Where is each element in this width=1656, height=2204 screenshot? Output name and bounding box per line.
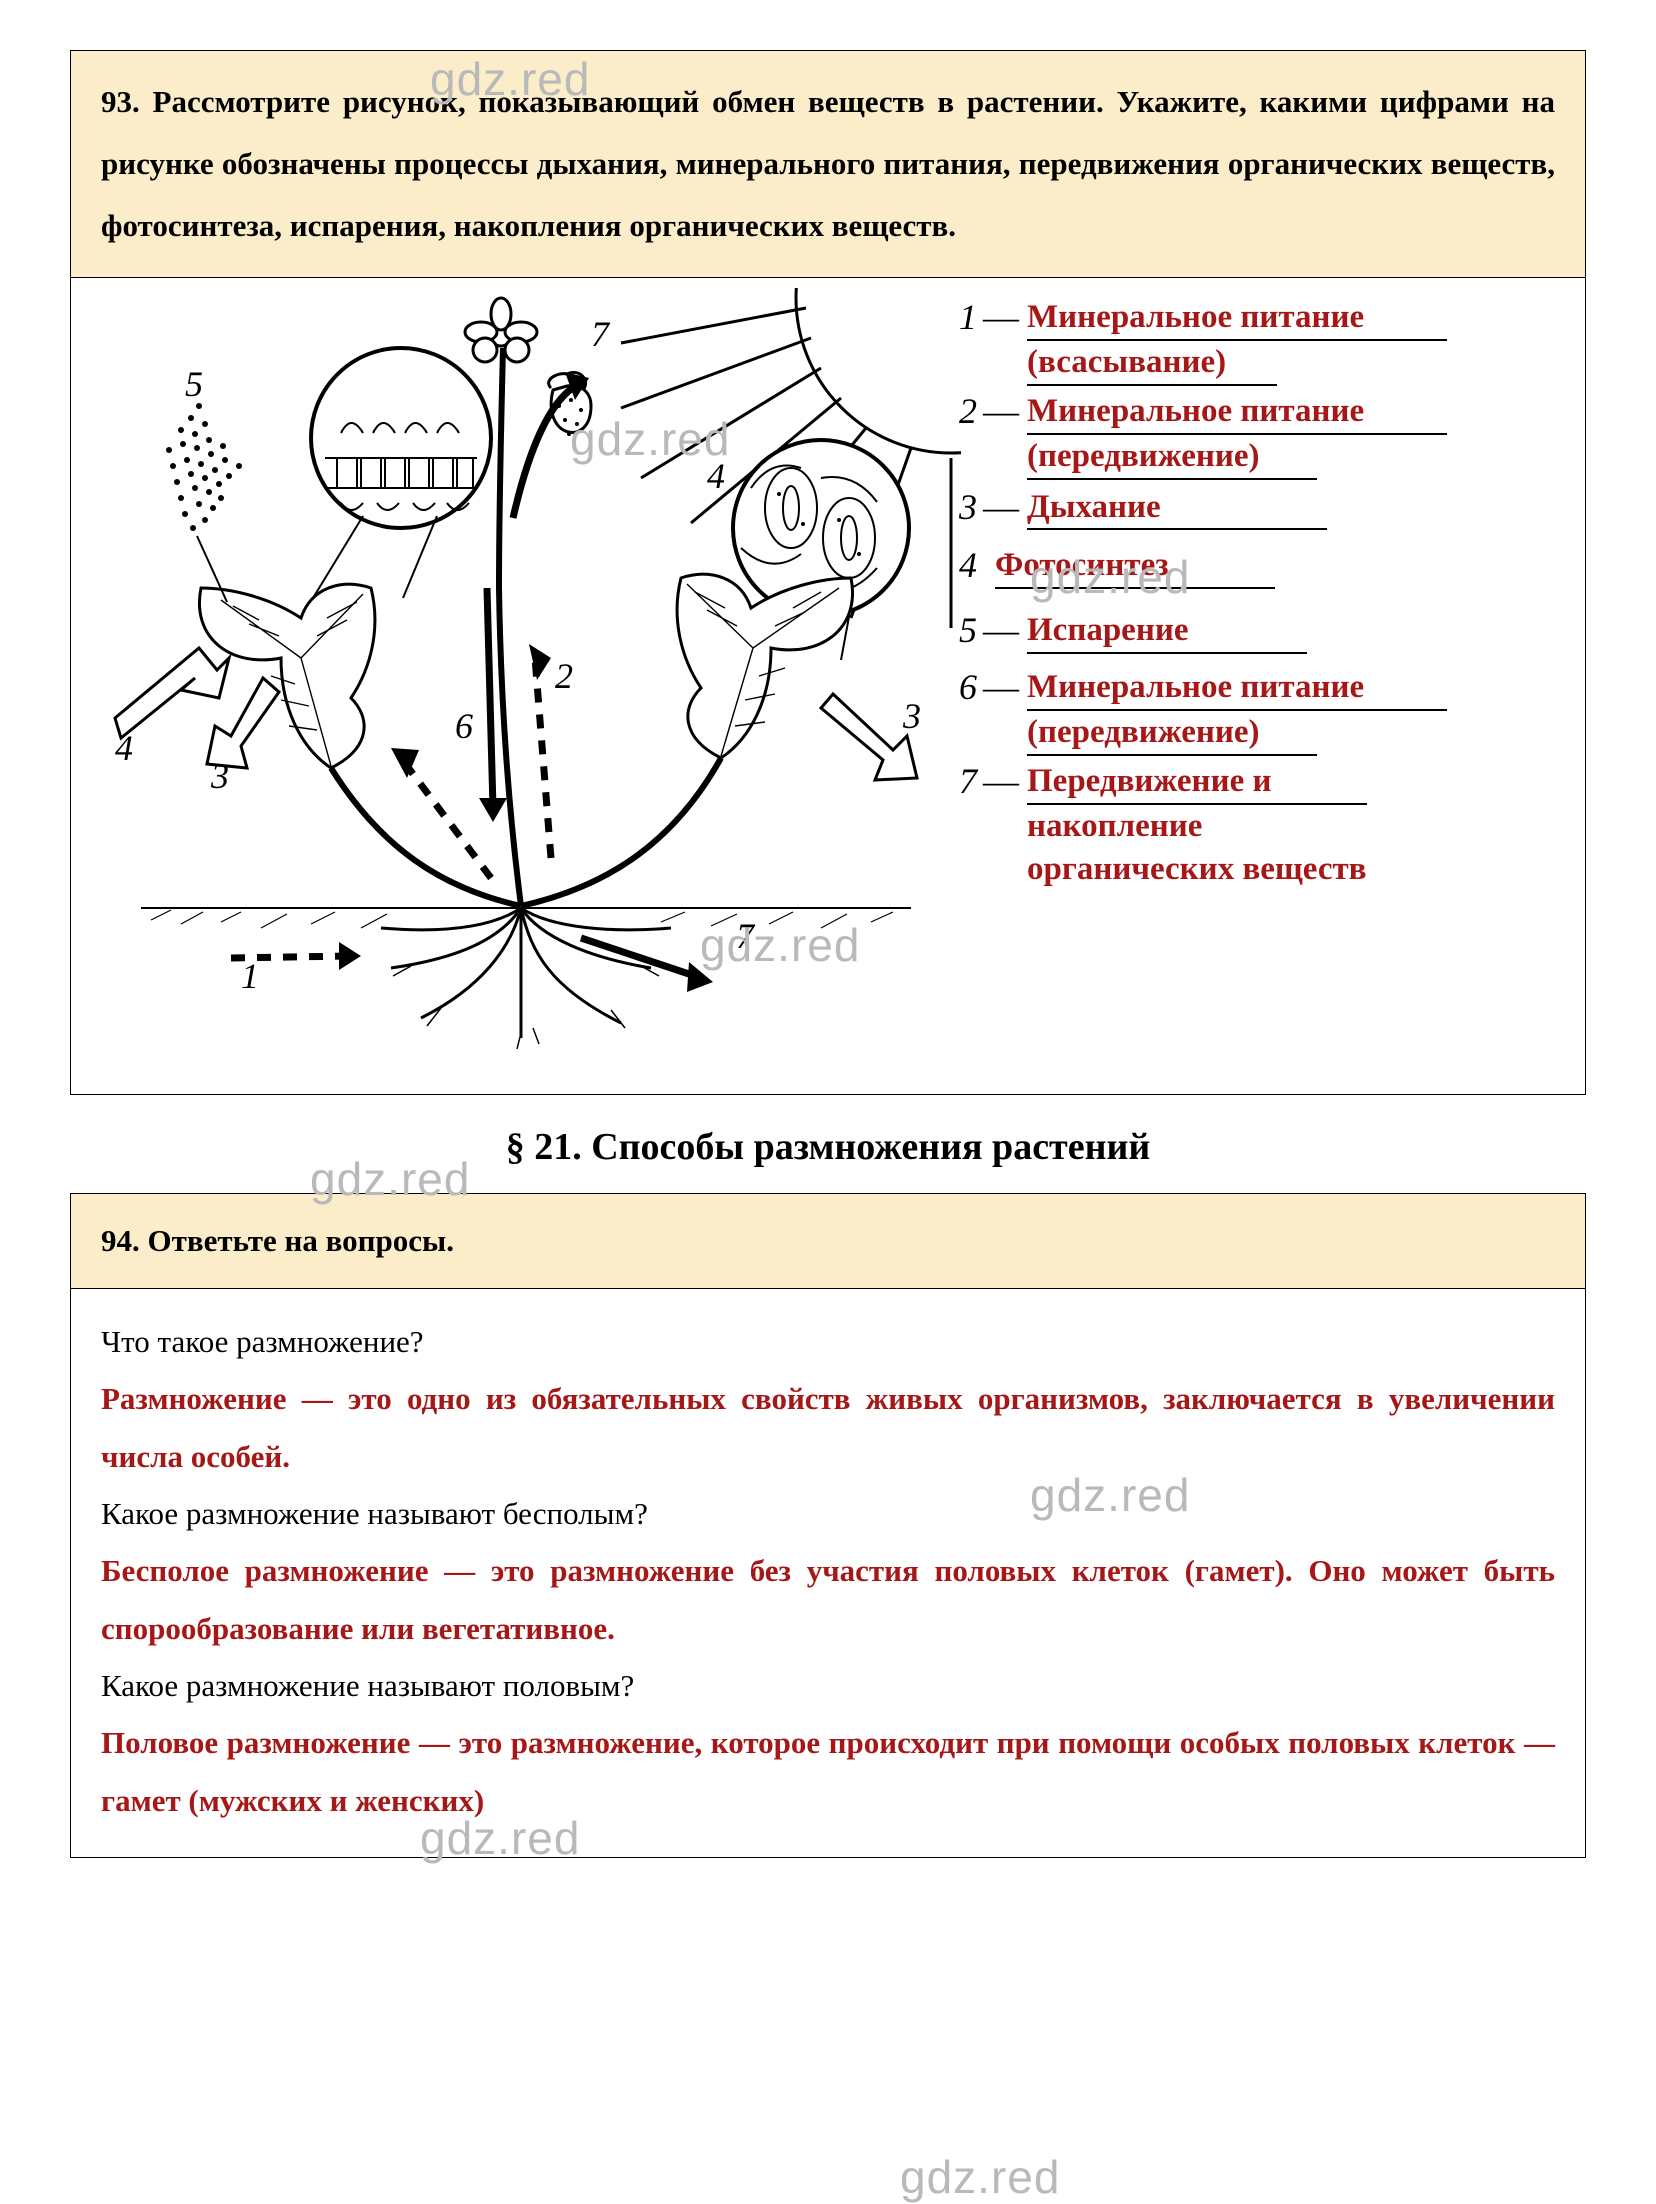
plant-diagram-svg: 5 4 3 2 6 7 7 1 4 3 <box>81 288 961 1058</box>
label-text: Минеральное питание <box>1027 296 1447 341</box>
fig-num-5: 5 <box>185 364 203 404</box>
label-text: Минеральное питание <box>1027 666 1447 711</box>
fig-num-7b: 7 <box>736 916 756 956</box>
label-text: (передвижение) <box>1027 711 1317 756</box>
label-num: 3 <box>959 486 977 528</box>
label-row-4: 4 Фотосинтез <box>959 544 1579 589</box>
diagram-label-list: 1 — Минеральное питание (всасывание) 2 —… <box>959 296 1579 895</box>
task-94-box: 94. Ответьте на вопросы. Что такое размн… <box>70 1193 1586 1858</box>
fig-num-3b: 3 <box>902 696 921 736</box>
section-21-title: § 21. Способы размножения растений <box>0 1125 1656 1169</box>
label-dash: — <box>983 486 1019 528</box>
label-num: 6 <box>959 666 977 708</box>
label-dash: — <box>983 609 1019 651</box>
fig-num-4b: 4 <box>707 456 725 496</box>
label-row-7: 7 — Передвижение и накопление органическ… <box>959 760 1579 891</box>
label-num: 1 <box>959 296 977 338</box>
label-text: (всасывание) <box>1027 341 1277 386</box>
fig-num-3: 3 <box>210 756 229 796</box>
label-text: Минеральное питание <box>1027 390 1447 435</box>
label-num: 2 <box>959 390 977 432</box>
task-93-diagram: 5 4 3 2 6 7 7 1 4 3 1 — Минеральное пита… <box>71 278 1585 1094</box>
task-93-box: 93. Рассмотрите рисунок, показывающий об… <box>70 50 1586 1095</box>
fig-num-7: 7 <box>591 314 611 354</box>
label-row-1: 1 — Минеральное питание (всасывание) <box>959 296 1579 386</box>
task-94-answers: Что такое размножение? Размножение — это… <box>71 1289 1585 1857</box>
label-text: Фотосинтез <box>995 544 1275 589</box>
q1: Что такое размножение? <box>101 1313 1555 1370</box>
label-text: Испарение <box>1027 609 1307 654</box>
a2: Бесполое размножение — это размножение б… <box>101 1542 1555 1657</box>
q3: Какое размножение называют половым? <box>101 1657 1555 1714</box>
label-dash: — <box>983 760 1019 802</box>
label-num: 5 <box>959 609 977 651</box>
fig-num-2: 2 <box>555 656 573 696</box>
watermark: gdz.red <box>900 2150 1060 2204</box>
fig-num-6: 6 <box>455 706 473 746</box>
q2: Какое размножение называют бесполым? <box>101 1485 1555 1542</box>
label-text: Дыхание <box>1027 486 1327 531</box>
label-row-2: 2 — Минеральное питание (передвижение) <box>959 390 1579 480</box>
label-row-6: 6 — Минеральное питание (передвижение) <box>959 666 1579 756</box>
a3: Половое размножение — это размножение, к… <box>101 1714 1555 1829</box>
a1: Размножение — это одно из обязательных с… <box>101 1370 1555 1485</box>
task-93-prompt: 93. Рассмотрите рисунок, показывающий об… <box>71 51 1585 278</box>
label-text: накопление <box>1027 808 1202 844</box>
label-text: (передвижение) <box>1027 435 1317 480</box>
label-dash: — <box>983 666 1019 708</box>
label-num: 4 <box>959 544 977 586</box>
label-row-5: 5 — Испарение <box>959 609 1579 654</box>
task-94-prompt: 94. Ответьте на вопросы. <box>71 1194 1585 1289</box>
fig-num-1: 1 <box>241 956 259 996</box>
label-row-3: 3 — Дыхание <box>959 486 1579 531</box>
label-dash: — <box>983 390 1019 432</box>
label-dash: — <box>983 296 1019 338</box>
label-text: органических веществ <box>1027 851 1367 887</box>
label-text: Передвижение и <box>1027 760 1367 805</box>
fig-num-4: 4 <box>115 728 133 768</box>
label-num: 7 <box>959 760 977 802</box>
